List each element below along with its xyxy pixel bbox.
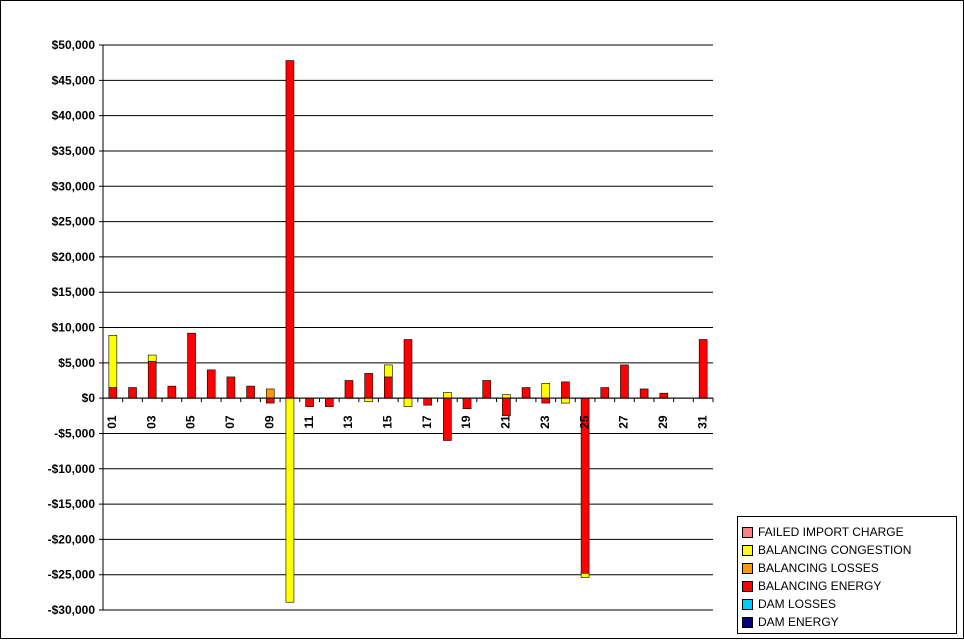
y-tick-label: $0: [82, 391, 96, 405]
x-tick-label: 25: [577, 415, 591, 429]
bar-segment-balancing-congestion: [403, 397, 413, 407]
legend-item-balancing-congestion: BALANCING CONGESTION: [742, 541, 956, 559]
x-tick-label: 27: [617, 415, 631, 429]
x-tick-label: 09: [262, 415, 276, 429]
legend-item-failed-import-charge: FAILED IMPORT CHARGE: [742, 523, 956, 541]
y-tick-label: $20,000: [52, 250, 96, 264]
y-tick-label: $45,000: [52, 73, 96, 87]
legend-swatch: [742, 598, 753, 610]
y-tick-label: $40,000: [52, 109, 96, 123]
x-tick-label: 21: [499, 415, 513, 429]
bar-segment-balancing-energy: [108, 387, 118, 399]
x-tick-label: 31: [695, 415, 709, 429]
x-tick-label: 23: [538, 415, 552, 429]
legend-label: DAM ENERGY: [758, 615, 839, 629]
y-tick-label: -$15,000: [48, 497, 96, 511]
bar-segment-balancing-energy: [403, 339, 413, 399]
x-tick-label: 05: [184, 415, 198, 429]
bar-segment-balancing-energy: [482, 380, 492, 399]
y-tick-label: $10,000: [52, 321, 96, 335]
bar-segment-balancing-congestion: [108, 334, 118, 388]
bar-segment-balancing-energy: [206, 369, 216, 399]
bar-segment-balancing-congestion: [364, 397, 373, 402]
bar-segment-balancing-energy: [167, 385, 177, 399]
x-tick-label: 15: [380, 415, 394, 429]
y-tick-label: $30,000: [52, 179, 96, 193]
bar-segment-balancing-energy: [659, 392, 669, 399]
legend-label: FAILED IMPORT CHARGE: [758, 525, 904, 539]
legend-label: DAM LOSSES: [758, 597, 837, 611]
y-tick-label: $35,000: [52, 144, 96, 158]
bar-segment-balancing-congestion: [561, 397, 570, 404]
legend-swatch: [742, 562, 753, 574]
bar-segment-balancing-energy: [600, 387, 610, 399]
y-tick-label: -$10,000: [48, 462, 96, 476]
bar-segment-balancing-energy: [443, 397, 452, 441]
bar-segment-balancing-energy: [324, 397, 334, 407]
bar-segment-balancing-energy: [246, 385, 255, 399]
y-tick-label: $15,000: [52, 285, 96, 299]
bar-segment-balancing-energy: [384, 376, 393, 399]
bar-segment-balancing-energy: [620, 364, 629, 399]
bar-segment-balancing-energy: [423, 397, 432, 406]
legend-swatch: [742, 526, 753, 538]
bar-segment-balancing-energy: [502, 397, 511, 417]
bar-segment-balancing-energy: [305, 397, 314, 407]
bar-segment-balancing-losses: [265, 388, 275, 399]
y-tick-label: -$25,000: [48, 568, 96, 582]
bar-segment-balancing-energy: [364, 373, 373, 399]
bar-segment-balancing-energy: [521, 387, 531, 399]
bar-segment-balancing-energy: [344, 380, 354, 399]
legend-label: BALANCING LOSSES: [758, 561, 879, 575]
bar-segment-balancing-energy: [285, 60, 295, 399]
bar-segment-balancing-energy: [561, 381, 570, 399]
legend-swatch: [742, 616, 753, 628]
x-tick-label: 19: [459, 415, 473, 429]
bar-segment-balancing-energy: [128, 387, 137, 399]
bar-segment-balancing-congestion: [580, 572, 590, 578]
bar-segment-balancing-congestion: [384, 364, 393, 378]
x-tick-label: 11: [302, 415, 316, 428]
chart-legend: FAILED IMPORT CHARGE BALANCING CONGESTIO…: [737, 516, 957, 634]
bar-segment-balancing-energy: [265, 397, 275, 404]
bar-segment-balancing-energy: [698, 339, 708, 399]
x-tick-label: 17: [420, 415, 434, 429]
legend-item-balancing-energy: BALANCING ENERGY: [742, 577, 956, 595]
y-tick-label: -$20,000: [48, 532, 96, 546]
legend-label: BALANCING CONGESTION: [758, 543, 912, 557]
x-tick-label: 29: [656, 415, 670, 429]
bar-segment-balancing-congestion: [443, 392, 452, 399]
bar-segment-balancing-energy: [462, 397, 472, 410]
x-tick-label: 13: [341, 415, 355, 429]
bar-segment-balancing-congestion: [502, 394, 511, 399]
bar-segment-balancing-energy: [187, 332, 196, 399]
legend-swatch: [742, 544, 753, 556]
y-tick-label: -$5,000: [54, 426, 95, 440]
legend-item-dam-losses: DAM LOSSES: [742, 595, 956, 613]
bar-segment-balancing-congestion: [147, 354, 157, 362]
legend-swatch: [742, 580, 753, 592]
bar-segment-balancing-congestion: [285, 397, 295, 603]
bar-segment-balancing-energy: [639, 388, 649, 399]
y-tick-label: $50,000: [52, 38, 96, 52]
bar-segment-balancing-energy: [226, 376, 236, 399]
y-tick-label: $25,000: [52, 215, 96, 229]
y-tick-label: -$30,000: [48, 603, 96, 617]
bar-segment-balancing-energy: [541, 397, 551, 404]
legend-item-balancing-losses: BALANCING LOSSES: [742, 559, 956, 577]
bar-segment-balancing-energy: [147, 361, 157, 399]
x-tick-label: 01: [105, 415, 119, 429]
legend-label: BALANCING ENERGY: [758, 579, 882, 593]
bar-segment-balancing-congestion: [541, 382, 551, 399]
y-tick-label: $5,000: [58, 356, 95, 370]
x-tick-label: 07: [223, 415, 237, 429]
x-tick-label: 03: [144, 415, 158, 429]
legend-item-dam-energy: DAM ENERGY: [742, 613, 956, 631]
